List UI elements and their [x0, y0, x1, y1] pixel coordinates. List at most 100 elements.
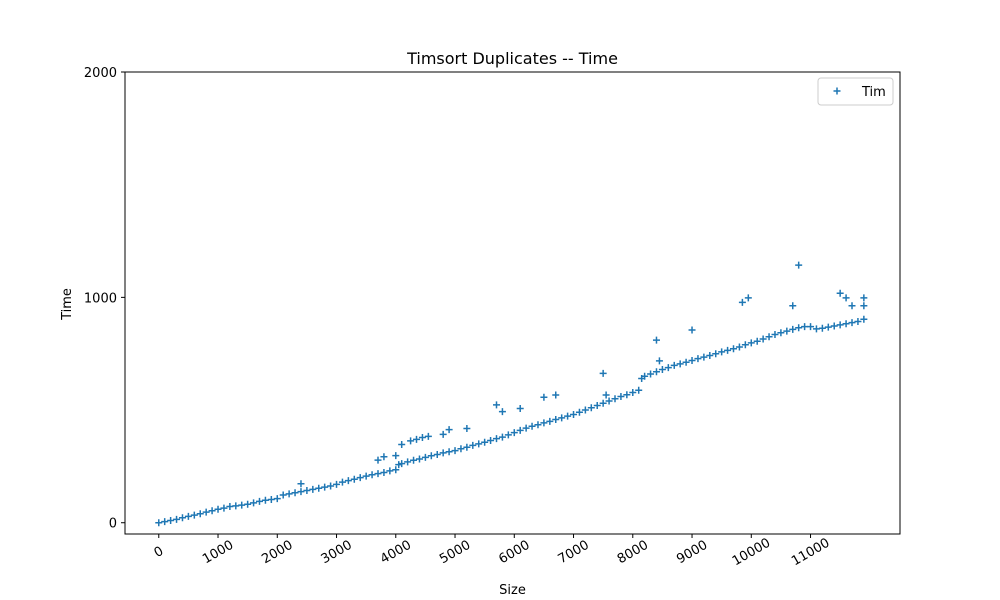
data-point [421, 453, 429, 461]
data-point [706, 352, 714, 360]
data-point [738, 298, 746, 306]
data-point [362, 472, 370, 480]
x-tick-label: 1000 [200, 538, 236, 568]
data-point [860, 294, 868, 302]
data-point [155, 519, 163, 527]
data-point [273, 495, 281, 503]
chart-title: Timsort Duplicates -- Time [406, 49, 618, 68]
x-tick-label: 0 [152, 544, 167, 561]
data-point [789, 302, 797, 310]
data-point [344, 477, 352, 485]
data-point [392, 466, 400, 474]
data-point [629, 388, 637, 396]
data-point [735, 343, 743, 351]
y-tick-label: 2000 [84, 66, 117, 81]
data-point [167, 516, 175, 524]
data-point [836, 289, 844, 297]
data-point [510, 429, 518, 437]
data-point [795, 324, 803, 332]
data-point [789, 325, 797, 333]
data-point [380, 453, 388, 461]
data-point [664, 364, 672, 372]
data-point [297, 480, 305, 488]
data-point [498, 408, 506, 416]
data-point [303, 487, 311, 495]
data-point [676, 360, 684, 368]
data-point [652, 368, 660, 376]
data-point [279, 491, 287, 499]
data-point [463, 425, 471, 433]
x-tick-label: 7000 [556, 538, 592, 568]
x-tick-label: 11000 [789, 536, 832, 570]
y-tick-label: 0 [109, 517, 117, 532]
data-point [860, 315, 868, 323]
data-point [315, 484, 323, 492]
data-point [487, 436, 495, 444]
data-point [380, 468, 388, 476]
data-point [338, 478, 346, 486]
data-point [327, 482, 335, 490]
data-point [759, 335, 767, 343]
legend: Tim [817, 77, 894, 106]
data-point [795, 261, 803, 269]
data-point [771, 331, 779, 339]
data-point [398, 460, 406, 468]
x-tick-label: 5000 [437, 538, 473, 568]
data-point [540, 419, 548, 427]
data-point [267, 496, 275, 504]
data-point [374, 456, 382, 464]
data-point [658, 365, 666, 373]
data-point [350, 475, 358, 483]
data-point [415, 455, 423, 463]
data-point [611, 395, 619, 403]
data-point [309, 485, 317, 493]
data-point [670, 361, 678, 369]
data-point [593, 402, 601, 410]
plot-frame [124, 71, 901, 535]
data-point [250, 499, 258, 507]
data-point [214, 505, 222, 513]
data-point [575, 408, 583, 416]
data-point [652, 336, 660, 344]
x-tick-label: 3000 [319, 538, 355, 568]
data-point [635, 386, 643, 394]
data-point [493, 435, 501, 443]
data-point [848, 302, 856, 310]
data-point [552, 391, 560, 399]
data-point [261, 496, 269, 504]
x-tick-label: 6000 [496, 538, 532, 568]
data-points [155, 261, 868, 527]
x-axis: 0 1000 2000 3000 4000 5000 6000 7000 8000 9000 100… [152, 534, 832, 570]
data-point [469, 441, 477, 449]
data-point [238, 501, 246, 509]
data-point [807, 323, 815, 331]
x-tick-label: 10000 [730, 536, 773, 570]
data-point [504, 431, 512, 439]
data-point [546, 417, 554, 425]
data-point [178, 514, 186, 522]
data-point [445, 426, 453, 434]
data-point [493, 401, 501, 409]
data-point [641, 372, 649, 380]
data-point [386, 467, 394, 475]
data-point [818, 324, 826, 332]
data-point [540, 393, 548, 401]
x-tick-label: 4000 [378, 538, 414, 568]
data-point [463, 443, 471, 451]
legend-marker-symbol [833, 87, 841, 95]
data-point [801, 323, 809, 331]
data-point [418, 434, 426, 442]
data-point [291, 489, 299, 497]
data-point [356, 474, 364, 482]
data-point [184, 512, 192, 520]
data-point [647, 370, 655, 378]
y-tick-label: 1000 [84, 291, 117, 306]
data-point [747, 339, 755, 347]
data-point [741, 341, 749, 349]
data-point [226, 503, 234, 511]
data-point [860, 302, 868, 310]
data-point [333, 480, 341, 488]
data-point [220, 504, 228, 512]
data-point [410, 456, 418, 464]
